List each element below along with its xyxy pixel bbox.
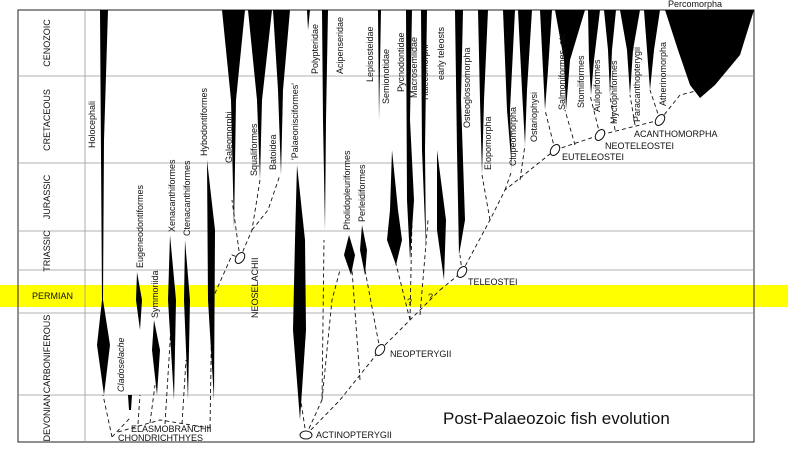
label-polypteridae: Polypteridae [310, 24, 320, 74]
label-atherinomorpha: Atherinomorpha [658, 42, 668, 106]
clade-elasmobranchii: ELASMOBRANCHII [131, 424, 212, 434]
clade-actinopterygii: ACTINOPTERYGII [316, 430, 392, 440]
clade-chondrichthyes: CHONDRICHTHYES [118, 433, 203, 443]
period-cretaceous: CRETACEOUS [42, 89, 52, 151]
period-carboniferous: CARBONIFEROUS [42, 315, 52, 394]
label-osteoglossomorpha: Osteoglossomorpha [462, 47, 472, 128]
label-lepisosteidae: Lepisosteidae [365, 26, 375, 82]
label-stomiiformes: Stomiiformes [576, 55, 586, 108]
clade-neoteleostei: NEOTELEOSTEI [605, 141, 674, 151]
question-mark: ? [407, 297, 412, 307]
clade-labels: ELASMOBRANCHII CHONDRICHTHYES NEOSELACHI… [118, 129, 718, 443]
taxon-labels: Holocephali Cladoselache Eugeneodontifor… [87, 0, 722, 392]
taxon-ranges [97, 10, 754, 420]
label-perleidiformes: Perleidiformes [357, 164, 367, 222]
label-ctenacanthiformes: Ctenacanthiformes [182, 160, 192, 236]
label-macrosemiidae: Macrosemiidae [409, 37, 419, 98]
label-xenacanthiformes: Xenacanthiformes [167, 159, 177, 232]
clade-acanthomorpha: ACANTHOMORPHA [634, 129, 718, 139]
label-paracanthopterygii: Paracanthopterygii [632, 47, 642, 122]
label-ostariophysi: Ostariophysi [529, 92, 539, 142]
clade-teleostei: TELEOSTEI [468, 277, 518, 287]
question-mark: ? [428, 292, 433, 302]
label-myctophiformes: Myctophiformes [609, 60, 619, 124]
label-hybodontiformes: Hybodontiformes [199, 87, 209, 156]
period-devonian: DEVONIAN [42, 394, 52, 441]
label-halecomorphi: Halecomorphi [420, 44, 430, 100]
label-eugeneodontiformes: Eugeneodontiformes [135, 184, 145, 268]
label-batoidea: Batoidea [268, 134, 278, 170]
label-holocephali: Holocephali [87, 101, 97, 148]
label-aulopiformes: Aulopiformes [592, 59, 602, 112]
label-salmoniformes: Salmoniformes, etc. [557, 30, 567, 110]
phylogeny-lines [102, 89, 701, 438]
diagram-frame [17, 9, 755, 443]
period-triassic: TRIASSIC [42, 230, 52, 272]
label-early-teleosts: early teleosts [436, 26, 446, 80]
label-palaeonisciformes: 'Palaeonisciformes' [290, 83, 300, 160]
label-percomorpha: Percomorpha [668, 0, 722, 9]
label-elopomorpha: Elopomorpha [483, 116, 493, 170]
period-cenozoic: CENOZOIC [42, 19, 52, 67]
label-symmoriida: Symmoriida [150, 270, 160, 318]
label-pholidopleuriformes: Pholidopleuriformes [342, 150, 352, 230]
clade-neoselachii: NEOSELACHII [250, 257, 260, 318]
label-pycnodontidae: Pycnodontidae [396, 32, 406, 92]
clade-nodes [234, 114, 666, 440]
clade-euteleostei: EUTELEOSTEI [562, 152, 624, 162]
clade-neopterygii: NEOPTERYGII [390, 349, 451, 359]
label-clupeomorpha: Clupeomorpha [508, 107, 518, 166]
label-acipenseridae: Acipenseridae [335, 17, 345, 74]
period-permian: PERMIAN [32, 291, 73, 301]
label-semionotidae: Semionotidae [381, 49, 391, 104]
label-squaliformes: Squaliformes [249, 123, 259, 176]
label-galeomorphi: Galeomorphi [224, 111, 234, 163]
label-cladoselache: Cladoselache [116, 337, 126, 392]
period-jurassic: JURASSIC [42, 174, 52, 219]
diagram-title: Post-Palaeozoic fish evolution [443, 409, 670, 428]
permian-highlight [0, 285, 788, 307]
